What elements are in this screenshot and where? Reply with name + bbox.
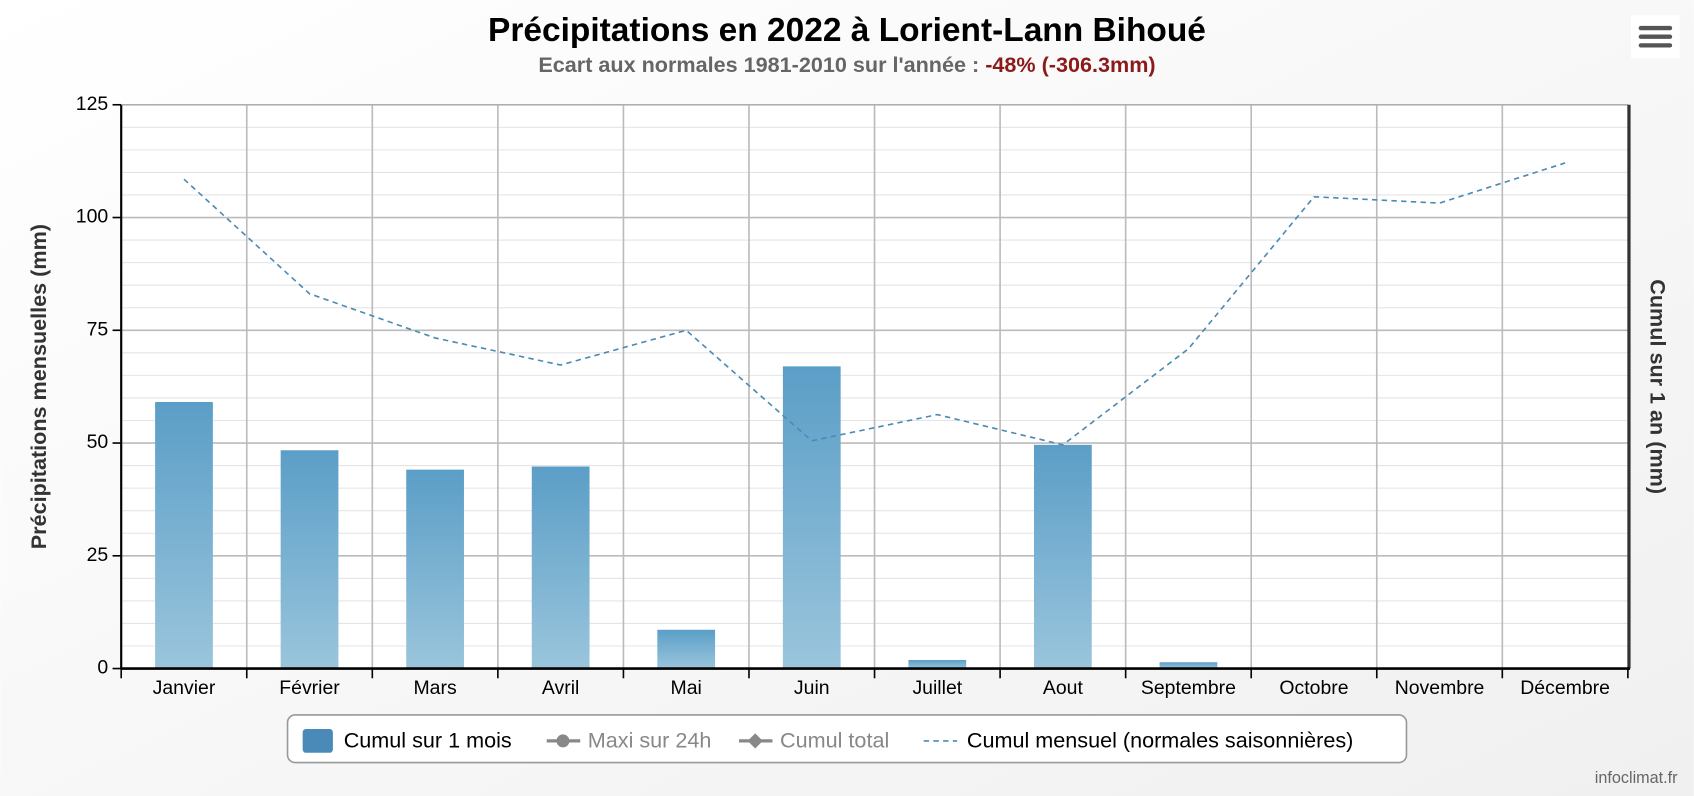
x-tick-label: Février xyxy=(279,677,340,699)
y-tick-label: 25 xyxy=(87,544,109,566)
menu-bar xyxy=(1638,25,1673,31)
y-tick-label: 100 xyxy=(76,206,109,228)
y-axis-title: Précipitations mensuelles (mm) xyxy=(26,224,51,549)
x-tick-label: Mars xyxy=(413,677,456,699)
subtitle-highlight: -48% (-306.3mm) xyxy=(985,52,1155,77)
y2-axis-title: Cumul sur 1 an (mm) xyxy=(1645,279,1670,494)
y-tick-label: 75 xyxy=(87,318,109,340)
legend-label: Maxi sur 24h xyxy=(588,728,712,753)
x-tick-label: Septembre xyxy=(1141,677,1236,699)
menu-button[interactable] xyxy=(1631,15,1680,59)
y-tick-label: 50 xyxy=(87,431,109,453)
x-tick-label: Juin xyxy=(794,677,830,699)
bar xyxy=(782,366,841,669)
bar xyxy=(1033,444,1092,669)
x-tick-label: Mai xyxy=(671,677,702,699)
legend-marker xyxy=(747,733,763,749)
legend-label: Cumul sur 1 mois xyxy=(344,728,512,753)
legend-marker xyxy=(556,734,570,748)
chart-title: Précipitations en 2022 à Lorient-Lann Bi… xyxy=(488,12,1206,49)
legend-box xyxy=(286,714,1408,764)
bar xyxy=(531,466,590,669)
bar xyxy=(1159,662,1218,669)
legend-item[interactable]: Cumul total xyxy=(738,728,889,753)
x-tick-label: Janvier xyxy=(153,677,216,699)
credit: infoclimat.fr xyxy=(1595,769,1678,787)
x-tick-label: Novembre xyxy=(1395,677,1485,699)
menu-bar xyxy=(1638,34,1673,39)
chart-subtitle: Ecart aux normales 1981-2010 sur l'année… xyxy=(538,52,1155,77)
legend-item[interactable]: Cumul mensuel (normales saisonnières) xyxy=(923,728,1354,753)
x-tick-label: Octobre xyxy=(1279,677,1348,699)
bar xyxy=(406,469,464,669)
legend-label: Cumul total xyxy=(780,728,889,753)
x-tick-label: Avril xyxy=(542,677,579,699)
x-tick-label: Décembre xyxy=(1520,677,1610,699)
bar xyxy=(908,659,967,669)
menu-bar xyxy=(1638,43,1673,48)
bar xyxy=(657,629,716,669)
y-tick-label: 125 xyxy=(76,93,108,115)
legend-item[interactable]: Maxi sur 24h xyxy=(546,728,712,753)
subtitle-text: Ecart aux normales 1981-2010 sur l'année… xyxy=(538,52,985,77)
legend-swatch xyxy=(302,729,333,753)
x-tick-label: Juillet xyxy=(912,677,962,699)
y-tick-label: 0 xyxy=(97,657,108,679)
line xyxy=(183,162,1566,446)
legend-label: Cumul mensuel (normales saisonnières) xyxy=(967,728,1353,753)
legend-item[interactable]: Cumul sur 1 mois xyxy=(302,728,512,753)
bar xyxy=(280,450,339,669)
x-tick-label: Aout xyxy=(1043,677,1084,699)
bar xyxy=(155,401,213,669)
